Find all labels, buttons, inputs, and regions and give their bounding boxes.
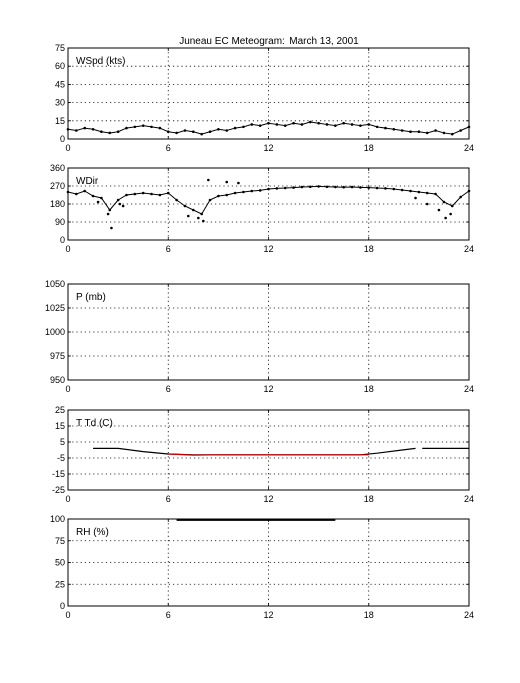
panel-label: T Td (C) — [76, 418, 113, 429]
panel-label: P (mb) — [76, 292, 106, 303]
y-tick-label: 975 — [50, 351, 65, 361]
x-tick-label: 0 — [65, 610, 70, 620]
y-tick-label: -5 — [57, 453, 65, 463]
x-tick-label: 24 — [464, 244, 474, 254]
series-line — [168, 453, 369, 456]
data-point — [237, 181, 240, 185]
x-tick-label: 12 — [263, 494, 273, 504]
data-point — [110, 226, 113, 230]
data-point — [118, 202, 122, 206]
x-tick-label: 24 — [464, 143, 474, 153]
data-point — [197, 216, 200, 220]
panel-label: WDir — [76, 176, 99, 187]
y-tick-label: 90 — [55, 217, 65, 227]
y-tick-label: 0 — [60, 601, 65, 611]
x-tick-label: 18 — [364, 494, 374, 504]
x-tick-label: 6 — [166, 384, 171, 394]
panel-4: 0 6 12 18 24 0 25 50 75 100 RH (%) — [50, 514, 474, 620]
y-tick-label: 950 — [50, 375, 65, 385]
y-tick-label: 360 — [50, 163, 65, 173]
y-tick-label: -25 — [52, 485, 65, 495]
data-point — [449, 212, 452, 216]
x-tick-label: 12 — [263, 384, 273, 394]
data-point — [425, 202, 429, 206]
y-tick-label: 180 — [50, 199, 65, 209]
y-tick-label: 1000 — [45, 327, 65, 337]
x-tick-label: 6 — [166, 244, 171, 254]
y-tick-label: 5 — [60, 437, 65, 447]
x-tick-label: 24 — [464, 384, 474, 394]
x-tick-label: 12 — [263, 610, 273, 620]
x-tick-label: 12 — [263, 244, 273, 254]
data-point — [106, 212, 110, 216]
y-tick-label: 0 — [60, 134, 65, 144]
y-tick-label: 1050 — [45, 279, 65, 289]
y-tick-label: 60 — [55, 61, 65, 71]
x-tick-label: 18 — [364, 244, 374, 254]
y-tick-label: 25 — [55, 405, 65, 415]
y-tick-label: 75 — [55, 43, 65, 53]
series-trace — [67, 185, 470, 215]
y-tick-label: 30 — [55, 98, 65, 108]
panel-label: WSpd (kts) — [76, 56, 125, 67]
x-tick-label: 0 — [65, 244, 70, 254]
series-trace — [67, 121, 470, 135]
y-tick-label: 25 — [55, 579, 65, 589]
y-tick-label: 45 — [55, 79, 65, 89]
y-tick-label: 0 — [60, 235, 65, 245]
figure-title: Juneau EC Meteogram: — [179, 36, 285, 47]
x-tick-label: 18 — [364, 610, 374, 620]
y-tick-label: 270 — [50, 181, 65, 191]
data-point — [225, 180, 229, 184]
y-tick-label: -15 — [52, 469, 65, 479]
data-point — [444, 216, 447, 220]
y-tick-label: 100 — [50, 514, 65, 524]
data-point — [187, 214, 190, 218]
data-point — [207, 178, 210, 182]
figure-date: March 13, 2001 — [289, 36, 359, 47]
x-tick-label: 0 — [65, 143, 70, 153]
panel-3: 0 6 12 18 24 -25 -15 -5 5 15 25 T Td (C) — [52, 405, 474, 504]
y-tick-label: 15 — [55, 421, 65, 431]
x-tick-label: 18 — [364, 384, 374, 394]
x-tick-label: 18 — [364, 143, 374, 153]
panel-1: 0 6 12 18 24 0 90 180 270 360 WDir — [50, 163, 474, 254]
x-tick-label: 6 — [166, 143, 171, 153]
x-tick-label: 0 — [65, 384, 70, 394]
x-tick-label: 12 — [263, 143, 273, 153]
y-tick-label: 1025 — [45, 303, 65, 313]
data-point — [202, 219, 205, 223]
x-tick-label: 24 — [464, 494, 474, 504]
x-tick-label: 0 — [65, 494, 70, 504]
y-tick-label: 75 — [55, 536, 65, 546]
panel-2: 0 6 12 18 24 950 975 1000 1025 1050 P (mb) — [45, 279, 474, 394]
y-tick-label: 50 — [55, 558, 65, 568]
x-tick-label: 6 — [166, 610, 171, 620]
y-tick-label: 15 — [55, 116, 65, 126]
panel-0: 0 6 12 18 24 0 15 30 45 60 75 WSpd (kts) — [55, 43, 474, 153]
panel-label: RH (%) — [76, 527, 109, 538]
data-point — [121, 204, 125, 208]
x-tick-label: 24 — [464, 610, 474, 620]
data-point — [437, 208, 441, 212]
x-tick-label: 6 — [166, 494, 171, 504]
data-point — [96, 200, 100, 204]
data-point — [414, 196, 417, 200]
